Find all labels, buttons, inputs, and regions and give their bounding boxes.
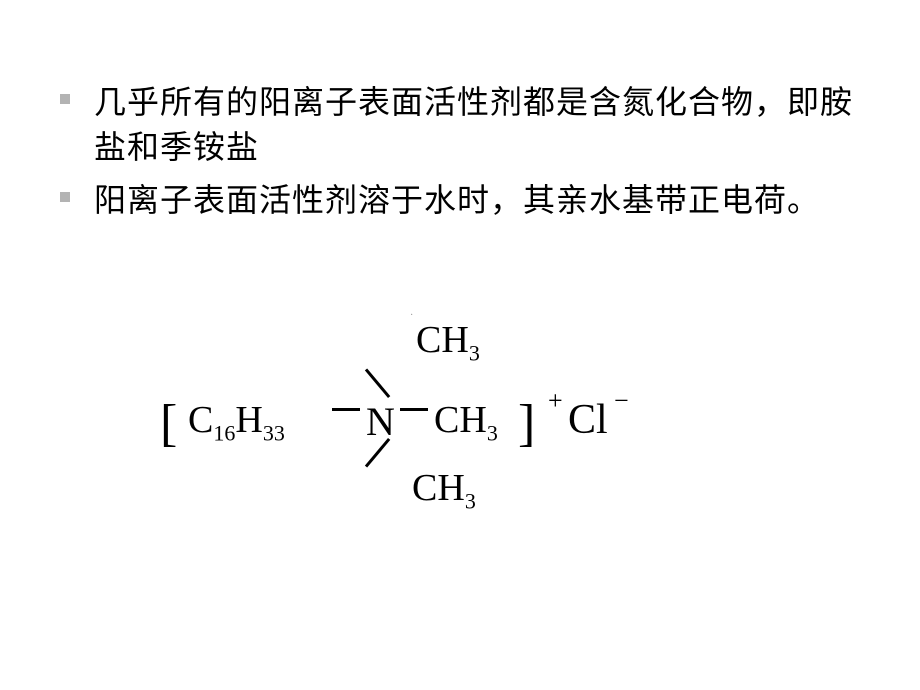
ch3-top-group: CH3 [416,318,480,367]
ch3-right-group: CH3 [434,398,498,447]
ch3-sub: 3 [487,421,498,446]
ch3-h: H [459,399,486,441]
bond-line-up [365,351,411,398]
alkyl-sub1: 16 [213,421,235,446]
chemical-formula: · CH3 [ C16H33 N CH3 ] + Cl − CH3 [160,310,760,530]
bullet-marker-icon [60,94,70,104]
ch3-top-c: C [416,319,441,361]
bond-line-down [365,438,411,485]
bond-dash-2 [400,408,428,411]
alkyl-c: C [188,399,213,441]
charge-plus: + [548,386,563,416]
bullet-text-1: 几乎所有的阳离子表面活性剂都是含氮化合物，即胺盐和季铵盐 [94,80,860,170]
bracket-left: [ [160,394,177,453]
ch3-bot-h: H [437,467,464,509]
charge-minus: − [614,386,629,416]
bullet-list: 几乎所有的阳离子表面活性剂都是含氮化合物，即胺盐和季铵盐 阳离子表面活性剂溶于水… [60,80,860,222]
nitrogen-atom: N [366,398,395,445]
list-item: 几乎所有的阳离子表面活性剂都是含氮化合物，即胺盐和季铵盐 [60,80,860,170]
ch3-top-h: H [441,319,468,361]
bracket-right: ] [518,394,535,453]
ch3-bot-c: C [412,467,437,509]
chloride: Cl [568,396,608,444]
list-item: 阳离子表面活性剂溶于水时，其亲水基带正电荷。 [60,178,860,223]
alkyl-h: H [235,399,262,441]
alkyl-chain: C16H33 [188,398,285,447]
dot-mark: · [410,310,413,321]
bullet-marker-icon [60,192,70,202]
ch3-top-sub: 3 [469,341,480,366]
slide-content: 几乎所有的阳离子表面活性剂都是含氮化合物，即胺盐和季铵盐 阳离子表面活性剂溶于水… [0,0,920,222]
chemical-main: · CH3 [ C16H33 N CH3 ] + Cl − CH3 [160,310,760,530]
ch3-bottom-group: CH3 [412,466,476,515]
ch3-c: C [434,399,459,441]
ch3-bot-sub: 3 [465,489,476,514]
alkyl-sub2: 33 [263,421,285,446]
bond-dash-1 [332,408,360,411]
bullet-text-2: 阳离子表面活性剂溶于水时，其亲水基带正电荷。 [94,178,820,223]
